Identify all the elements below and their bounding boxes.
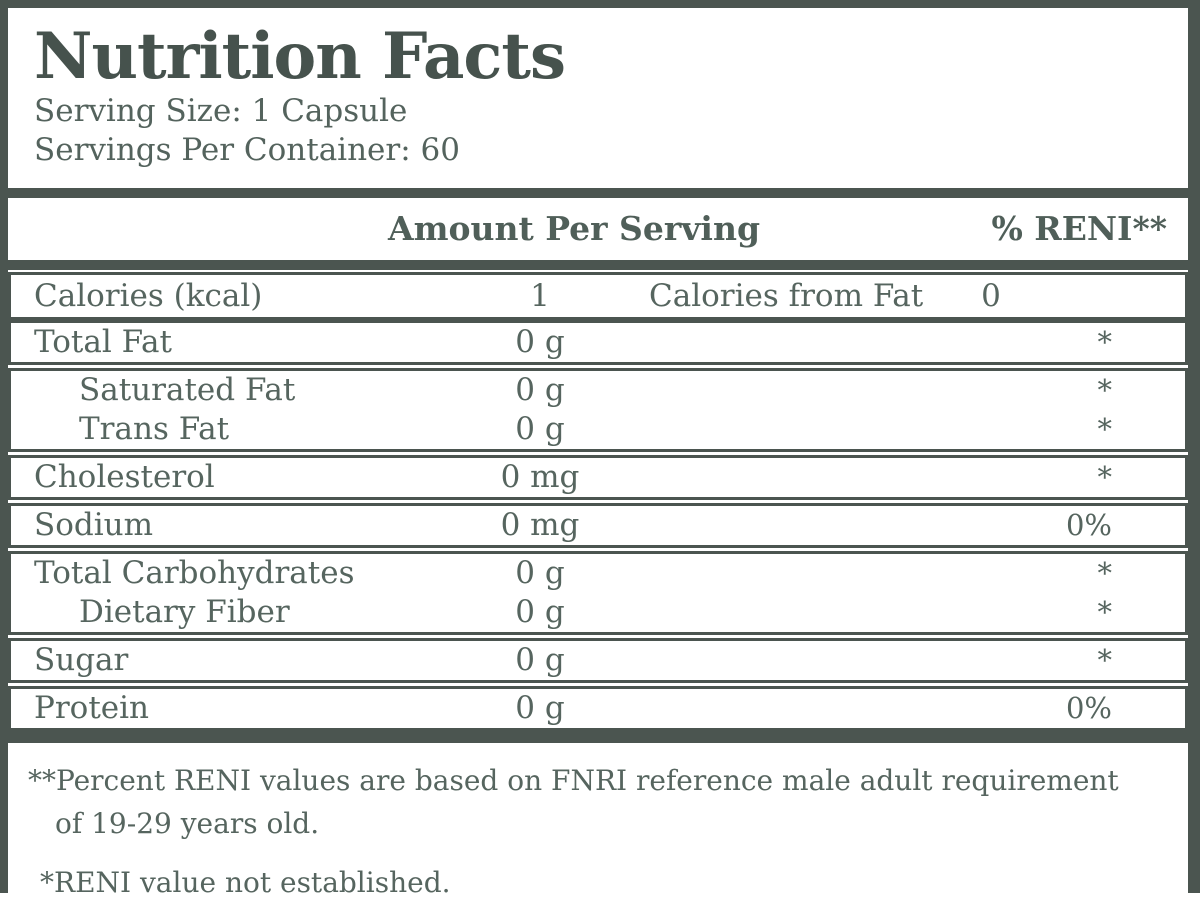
nutrient-reni-value: * — [1097, 643, 1113, 677]
nutrient-reni-value: * — [1097, 460, 1113, 494]
nutrient-label: Protein — [34, 690, 150, 726]
nutrient-amount: 0 g — [515, 555, 565, 591]
nutrient-row-trans-fat: Trans Fat 0 g * — [11, 410, 1185, 449]
nutrient-group-box: Sugar 0 g * — [8, 638, 1188, 683]
serving-size-text: Serving Size: 1 Capsule — [34, 93, 408, 130]
percent-reni-footnote-line1: **Percent RENI values are based on FNRI … — [28, 764, 1119, 797]
nutrient-label: Saturated Fat — [79, 372, 296, 408]
nutrient-row-saturated-fat: Saturated Fat 0 g * — [11, 371, 1185, 410]
table-column-header-row: Amount Per Serving % RENI** — [8, 198, 1188, 260]
nutrient-row-total-carbohydrates: Total Carbohydrates 0 g * — [11, 554, 1185, 593]
nutrient-table: Calories (kcal) 1 Calories from Fat 0 To… — [8, 270, 1188, 731]
nutrient-row-protein: Protein 0 g 0% — [11, 689, 1185, 728]
nutrient-label: Sugar — [34, 642, 129, 678]
calories-row-box: Calories (kcal) 1 Calories from Fat 0 — [8, 272, 1188, 320]
nutrient-group-box: Total Fat 0 g * — [8, 320, 1188, 365]
label-title-section: Nutrition Facts Serving Size: 1 Capsule … — [8, 8, 1188, 188]
nutrient-amount: 0 g — [515, 324, 565, 360]
nutrient-reni-value: * — [1097, 373, 1113, 407]
nutrient-group-box: Saturated Fat 0 g * Trans Fat 0 g * — [8, 368, 1188, 452]
nutrient-amount: 0 g — [515, 690, 565, 726]
nutrient-row-cholesterol: Cholesterol 0 mg * — [11, 458, 1185, 497]
nutrient-group-box: Total Carbohydrates 0 g * Dietary Fiber 0 g * — [8, 551, 1188, 635]
nutrient-label: Total Carbohydrates — [34, 555, 355, 591]
footnotes-section: **Percent RENI values are based on FNRI … — [8, 743, 1188, 904]
nutrient-reni-value: * — [1097, 595, 1113, 629]
nutrient-reni-value: 0% — [1065, 508, 1112, 542]
nutrient-label: Cholesterol — [34, 459, 215, 495]
label-title: Nutrition Facts — [34, 19, 566, 94]
nutrient-label: Total Fat — [34, 324, 172, 360]
nutrient-row-sodium: Sodium 0 mg 0% — [11, 506, 1185, 545]
percent-reni-footnote-line2: of 19-29 years old. — [55, 807, 320, 840]
nutrient-amount: 0 g — [515, 372, 565, 408]
amount-per-serving-header: Amount Per Serving — [387, 209, 761, 248]
nutrient-amount: 0 g — [515, 411, 565, 447]
reni-not-established-footnote: *RENI value not established. — [40, 866, 451, 899]
servings-per-container-text: Servings Per Container: 60 — [34, 132, 460, 169]
nutrient-amount: 0 mg — [500, 459, 580, 495]
nutrient-row-calories: Calories (kcal) 1 Calories from Fat 0 — [11, 275, 1185, 317]
percent-reni-header: % RENI** — [991, 209, 1167, 248]
nutrient-group-box: Protein 0 g 0% — [8, 686, 1188, 731]
nutrient-reni-value: * — [1097, 412, 1113, 446]
nutrient-group-box: Sodium 0 mg 0% — [8, 503, 1188, 548]
nutrient-row-sugar: Sugar 0 g * — [11, 641, 1185, 680]
nutrient-reni-value: 0% — [1065, 691, 1112, 725]
nutrient-amount: 0 g — [515, 642, 565, 678]
nutrient-reni-value: * — [1097, 325, 1113, 359]
nutrient-reni-value: * — [1097, 556, 1113, 590]
nutrient-label: Trans Fat — [79, 411, 230, 447]
nutrient-label: Dietary Fiber — [79, 594, 290, 630]
nutrient-row-total-fat: Total Fat 0 g * — [11, 323, 1185, 362]
calories-from-fat-value: 0 — [981, 278, 1001, 314]
nutrient-label: Sodium — [34, 507, 154, 543]
percent-reni-footnote: **Percent RENI values are based on FNRI … — [28, 759, 1168, 845]
calories-from-fat-label: Calories from Fat — [649, 278, 924, 314]
nutrient-group-box: Cholesterol 0 mg * — [8, 455, 1188, 500]
nutrient-amount: 0 g — [515, 594, 565, 630]
calories-value: 1 — [530, 278, 550, 314]
nutrient-row-dietary-fiber: Dietary Fiber 0 g * — [11, 593, 1185, 632]
calories-label: Calories (kcal) — [34, 278, 263, 314]
nutrient-amount: 0 mg — [500, 507, 580, 543]
